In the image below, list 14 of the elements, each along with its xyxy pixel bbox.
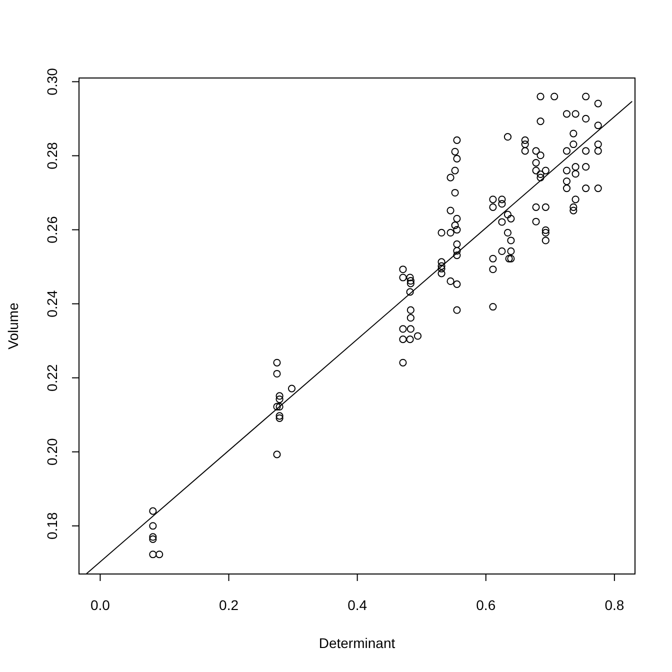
x-tick-label: 0.0: [90, 597, 110, 613]
y-tick-label: 0.24: [44, 290, 60, 318]
y-tick-label: 0.30: [44, 68, 60, 96]
y-tick-label: 0.20: [44, 438, 60, 466]
y-tick-label: 0.22: [44, 364, 60, 392]
y-tick-label: 0.28: [44, 142, 60, 170]
x-axis-title: Determinant: [318, 635, 396, 651]
x-tick-label: 0.8: [604, 597, 624, 613]
x-tick-label: 0.4: [348, 597, 368, 613]
x-tick-label: 0.2: [219, 597, 239, 613]
y-tick-label: 0.18: [44, 512, 60, 540]
x-tick-label: 0.6: [476, 597, 496, 613]
y-axis-title: Volume: [5, 302, 21, 350]
y-tick-label: 0.26: [44, 216, 60, 244]
